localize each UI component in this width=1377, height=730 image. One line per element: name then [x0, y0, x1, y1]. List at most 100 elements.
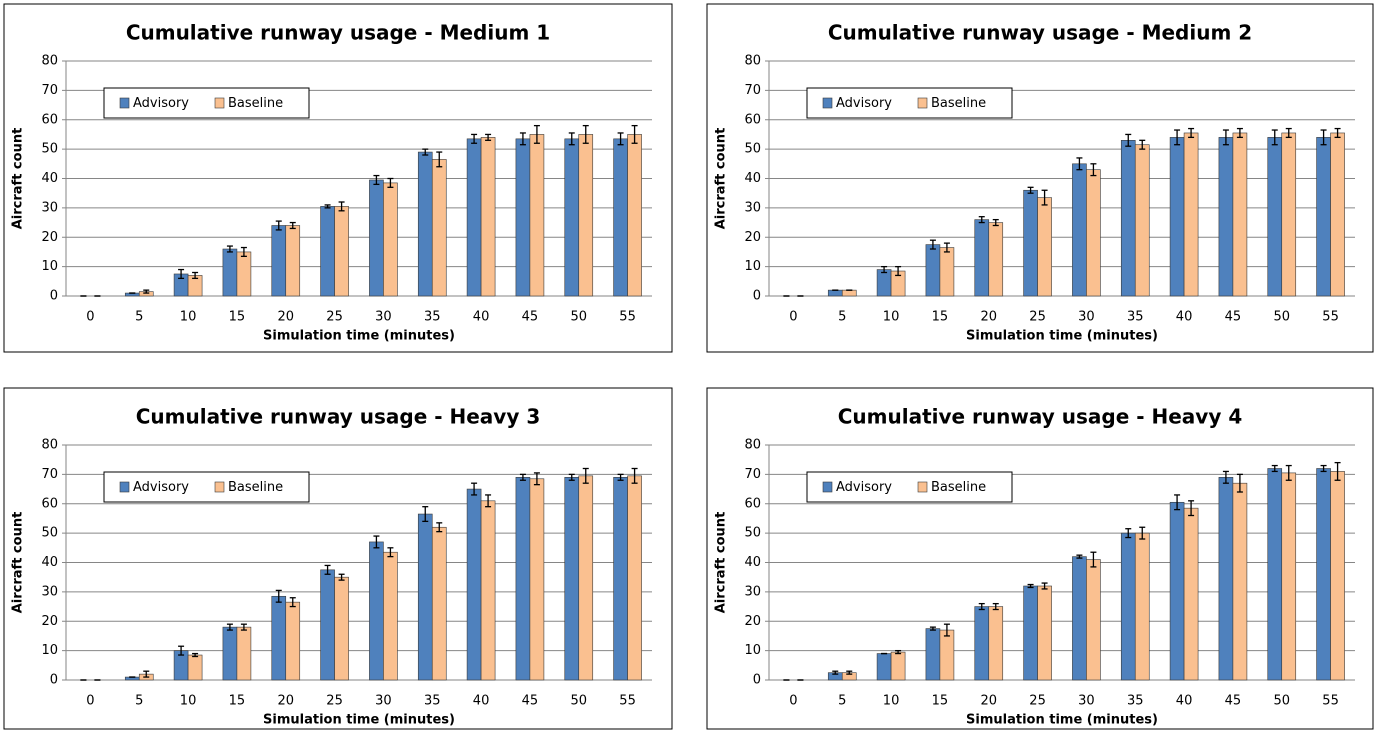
- bar: [466, 488, 482, 681]
- y-tick-label: 40: [41, 171, 58, 186]
- bar: [334, 206, 349, 297]
- error-bar: [846, 670, 853, 675]
- error-bar: [943, 242, 950, 253]
- x-tick-label: 25: [1029, 310, 1046, 325]
- error-bar: [1041, 189, 1048, 206]
- bar: [827, 289, 843, 297]
- y-tick-label: 40: [744, 555, 761, 570]
- legend-label: Advisory: [133, 480, 189, 495]
- error-bar: [1027, 583, 1034, 589]
- error-bar: [226, 623, 233, 631]
- x-tick-label: 30: [375, 310, 392, 325]
- error-bar: [631, 467, 638, 484]
- legend-swatch: [214, 97, 225, 109]
- x-tick-label: 55: [1322, 310, 1339, 325]
- bar: [1316, 137, 1331, 297]
- bar: [466, 138, 482, 297]
- error-bar: [881, 265, 888, 274]
- error-bar: [1320, 464, 1327, 473]
- bar: [1281, 472, 1297, 681]
- bar: [1232, 132, 1248, 297]
- bar: [369, 541, 384, 681]
- error-bar: [519, 473, 526, 481]
- y-tick-label: 70: [744, 467, 761, 482]
- x-tick-label: 40: [473, 694, 490, 709]
- y-tick-label: 80: [41, 438, 58, 453]
- error-bar: [929, 626, 936, 631]
- bar: [1169, 501, 1185, 681]
- error-bar: [1174, 129, 1181, 146]
- error-bar: [617, 473, 624, 481]
- error-bar: [1076, 554, 1083, 559]
- bar: [1134, 144, 1150, 297]
- x-tick-label: 0: [86, 694, 94, 709]
- error-bar: [1188, 500, 1195, 517]
- x-tick-label: 20: [277, 310, 294, 325]
- x-tick-label: 40: [473, 310, 490, 325]
- error-bar: [1285, 127, 1292, 139]
- y-tick-label: 80: [41, 54, 58, 69]
- error-bar: [1027, 186, 1034, 194]
- error-bar: [289, 597, 296, 608]
- bar: [529, 478, 545, 681]
- error-bar: [1236, 127, 1243, 139]
- x-tick-label: 45: [1225, 310, 1242, 325]
- error-bar: [582, 124, 589, 144]
- bar: [1183, 132, 1199, 297]
- bar: [320, 206, 335, 297]
- error-bar: [422, 506, 429, 523]
- legend-swatch: [214, 481, 225, 493]
- legend-frame: [103, 471, 310, 503]
- bar: [1218, 477, 1234, 681]
- bar: [529, 134, 545, 297]
- bar: [480, 500, 496, 681]
- y-axis-title: Aircraft count: [714, 128, 729, 230]
- bar: [431, 526, 447, 681]
- x-tick-label: 45: [522, 694, 539, 709]
- y-axis-title: Aircraft count: [11, 128, 26, 230]
- bar: [876, 269, 892, 297]
- bar: [222, 248, 238, 297]
- bar: [334, 576, 349, 681]
- bar: [925, 628, 941, 681]
- chart: Cumulative runway usage - Heavy 3 0 10 20 30…: [3, 387, 673, 730]
- y-tick-label: 0: [753, 289, 761, 304]
- error-bar: [1222, 470, 1229, 484]
- x-tick-label: 0: [789, 310, 797, 325]
- error-bar: [1188, 127, 1195, 139]
- error-bar: [226, 245, 233, 253]
- error-bar: [992, 602, 999, 611]
- y-axis-title: Aircraft count: [11, 512, 26, 614]
- bar: [369, 179, 384, 297]
- error-bar: [1334, 461, 1341, 481]
- bar: [1120, 532, 1136, 681]
- x-tick-label: 20: [980, 310, 997, 325]
- y-tick-label: 10: [744, 643, 761, 658]
- y-tick-label: 60: [41, 496, 58, 511]
- y-tick-label: 20: [41, 230, 58, 245]
- bar: [974, 606, 990, 681]
- legend-label: Baseline: [228, 96, 283, 111]
- x-tick-label: 0: [789, 694, 797, 709]
- error-bar: [387, 177, 394, 188]
- bar: [564, 477, 580, 681]
- y-tick-label: 10: [41, 643, 58, 658]
- x-tick-label: 10: [180, 694, 197, 709]
- error-bar: [1125, 133, 1132, 147]
- bar: [1086, 169, 1101, 297]
- error-bar: [471, 133, 478, 144]
- x-tick-label: 40: [1176, 310, 1193, 325]
- error-bar: [178, 268, 185, 280]
- bar: [939, 629, 955, 681]
- error-bar: [1139, 526, 1146, 540]
- error-bar: [289, 221, 296, 230]
- error-bar: [1041, 582, 1048, 590]
- bar: [1232, 482, 1248, 681]
- error-bar: [1271, 129, 1278, 146]
- legend-label: Advisory: [836, 480, 892, 495]
- legend-swatch: [917, 97, 928, 109]
- x-tick-label: 10: [180, 310, 197, 325]
- legend-swatch: [822, 97, 833, 109]
- bar: [1037, 585, 1052, 681]
- x-axis-title: Simulation time (minutes): [263, 713, 455, 728]
